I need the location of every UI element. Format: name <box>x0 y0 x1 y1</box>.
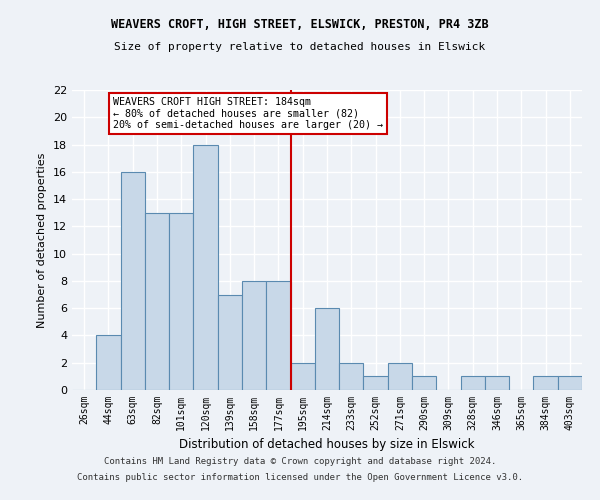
Bar <box>193 144 218 390</box>
Bar <box>364 376 388 390</box>
Y-axis label: Number of detached properties: Number of detached properties <box>37 152 47 328</box>
Bar <box>533 376 558 390</box>
Text: WEAVERS CROFT HIGH STREET: 184sqm
← 80% of detached houses are smaller (82)
20% : WEAVERS CROFT HIGH STREET: 184sqm ← 80% … <box>113 97 383 130</box>
Bar <box>485 376 509 390</box>
Bar <box>121 172 145 390</box>
Bar <box>145 212 169 390</box>
Bar <box>242 281 266 390</box>
Text: WEAVERS CROFT, HIGH STREET, ELSWICK, PRESTON, PR4 3ZB: WEAVERS CROFT, HIGH STREET, ELSWICK, PRE… <box>111 18 489 30</box>
Text: Contains public sector information licensed under the Open Government Licence v3: Contains public sector information licen… <box>77 472 523 482</box>
Bar <box>169 212 193 390</box>
Bar <box>266 281 290 390</box>
Bar <box>96 336 121 390</box>
Bar <box>315 308 339 390</box>
Bar <box>412 376 436 390</box>
Bar <box>290 362 315 390</box>
Text: Size of property relative to detached houses in Elswick: Size of property relative to detached ho… <box>115 42 485 52</box>
X-axis label: Distribution of detached houses by size in Elswick: Distribution of detached houses by size … <box>179 438 475 452</box>
Bar <box>558 376 582 390</box>
Bar <box>339 362 364 390</box>
Bar <box>218 294 242 390</box>
Text: Contains HM Land Registry data © Crown copyright and database right 2024.: Contains HM Land Registry data © Crown c… <box>104 458 496 466</box>
Bar <box>388 362 412 390</box>
Bar <box>461 376 485 390</box>
